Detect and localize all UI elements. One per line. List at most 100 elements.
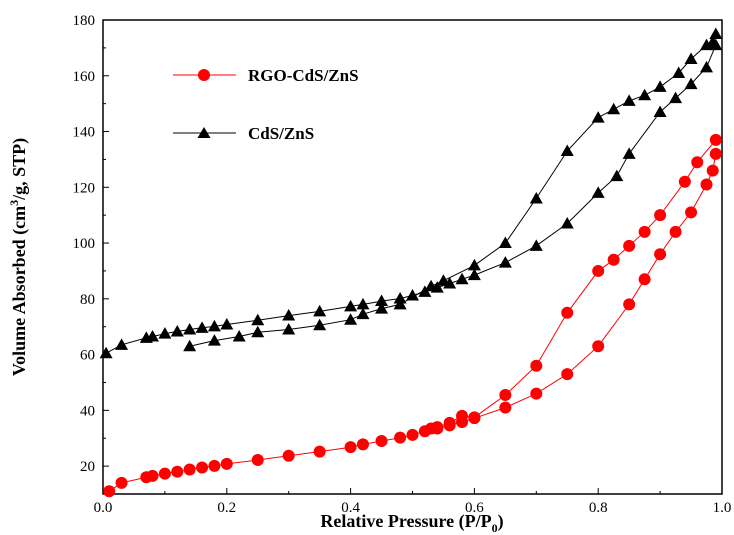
- rgo-cds-zns-adsorption-point: [220, 457, 233, 470]
- cds-zns-desorption-point: [356, 307, 370, 320]
- rgo-cds-zns-adsorption-point: [706, 164, 719, 177]
- cds-zns-adsorption-point: [455, 272, 469, 285]
- rgo-cds-zns-desorption-line: [430, 139, 717, 429]
- series-cds-zns: [99, 27, 723, 359]
- cds-zns-adsorption-point: [207, 319, 221, 332]
- cds-zns-adsorption-point: [183, 322, 197, 335]
- rgo-cds-zns-adsorption-point: [709, 147, 722, 160]
- y-tick-label: 180: [73, 13, 96, 29]
- cds-zns-desorption-point: [591, 111, 605, 123]
- y-tick-label: 140: [73, 125, 96, 141]
- cds-zns-adsorption-point: [406, 288, 419, 301]
- rgo-cds-zns-desorption-point: [499, 389, 512, 402]
- cds-zns-desorption-point: [560, 144, 574, 157]
- cds-zns-desorption-point: [436, 274, 450, 286]
- rgo-cds-zns-desorption-point: [468, 411, 481, 424]
- cds-zns-desorption-point: [622, 94, 636, 106]
- rgo-cds-zns-desorption-point: [530, 359, 543, 372]
- cds-zns-adsorption-point: [313, 304, 327, 317]
- rgo-cds-zns-desorption-point: [456, 409, 469, 422]
- x-tick-label: 0.0: [94, 500, 113, 516]
- cds-zns-adsorption-point: [195, 321, 209, 333]
- y-tick-label: 60: [80, 348, 95, 364]
- y-tick-label: 100: [73, 236, 96, 252]
- rgo-cds-zns-adsorption-point: [356, 438, 369, 451]
- cds-zns-desorption-point: [424, 279, 438, 292]
- y-tick-label: 120: [73, 180, 96, 196]
- cds-zns-adsorption-point: [158, 327, 172, 339]
- cds-zns-desorption-point: [251, 325, 265, 338]
- rgo-cds-zns-adsorption-point: [183, 463, 196, 476]
- cds-zns-adsorption-point: [610, 169, 624, 182]
- legend-marker-circle: [198, 69, 210, 81]
- rgo-cds-zns-adsorption-point: [592, 340, 605, 353]
- rgo-cds-zns-adsorption-point: [530, 387, 543, 400]
- cds-zns-desorption-point: [207, 334, 221, 346]
- y-tick-label: 80: [80, 292, 95, 308]
- rgo-cds-zns-adsorption-point: [406, 428, 419, 441]
- plot-area: 0.0 0.2 0.4 0.6 0.8 1.0 20 40 60 80 100 120 140 160 1…: [73, 13, 732, 516]
- rgo-cds-zns-adsorption-point: [638, 273, 651, 286]
- series-rgo-cds-zns: [103, 133, 722, 498]
- x-axis-title: Relative Pressure (P/P0): [320, 511, 503, 535]
- y-tick-label: 40: [80, 403, 95, 419]
- legend-marker-triangle: [197, 127, 211, 138]
- cds-zns-adsorption-point: [467, 268, 481, 281]
- cds-zns-adsorption-point: [622, 147, 636, 159]
- rgo-cds-zns-desorption-point: [654, 209, 667, 222]
- cds-zns-desorption-point: [607, 102, 621, 115]
- rgo-cds-zns-adsorption-point: [282, 449, 295, 462]
- cds-zns-adsorption-point: [375, 294, 389, 307]
- cds-zns-desorption-point: [653, 80, 667, 92]
- cds-zns-desorption-point: [467, 258, 481, 271]
- rgo-cds-zns-adsorption-point: [394, 431, 407, 444]
- cds-zns-adsorption-point: [560, 217, 574, 229]
- rgo-cds-zns-adsorption-point: [196, 461, 209, 474]
- cds-zns-adsorption-point: [251, 313, 265, 326]
- cds-zns-desorption-point: [375, 302, 389, 314]
- rgo-cds-zns-desorption-point: [592, 264, 605, 277]
- rgo-cds-zns-adsorption-point: [344, 441, 357, 454]
- x-tick-label: 1.0: [713, 500, 732, 516]
- cds-zns-adsorption-point: [653, 105, 667, 118]
- legend-item-cds-zns: CdS/ZnS: [173, 124, 314, 143]
- rgo-cds-zns-desorption-point: [561, 306, 574, 319]
- rgo-cds-zns-adsorption-point: [499, 401, 512, 414]
- cds-zns-desorption-point: [638, 88, 652, 101]
- rgo-cds-zns-desorption-point: [607, 253, 620, 266]
- rgo-cds-zns-adsorption-point: [623, 298, 636, 311]
- rgo-cds-zns-adsorption-point: [561, 368, 574, 381]
- rgo-cds-zns-desorption-point: [691, 156, 704, 169]
- y-tick-label: 20: [80, 459, 95, 475]
- cds-zns-adsorption-point: [393, 292, 407, 304]
- rgo-cds-zns-adsorption-point: [700, 178, 713, 191]
- rgo-cds-zns-desorption-point: [623, 239, 636, 252]
- cds-zns-adsorption-point: [591, 186, 605, 198]
- y-axis-title: Volume Absorbed (cm3/g, STP): [7, 138, 30, 376]
- rgo-cds-zns-desorption-point: [709, 133, 722, 146]
- cds-zns-adsorption-point: [684, 77, 698, 90]
- rgo-cds-zns-adsorption-point: [115, 476, 128, 489]
- rgo-cds-zns-adsorption-point: [654, 248, 667, 261]
- cds-zns-adsorption-point: [146, 329, 160, 342]
- cds-zns-desorption-point: [282, 322, 296, 335]
- series-layer: [99, 27, 723, 498]
- x-tick-label: 0.4: [341, 500, 360, 516]
- cds-zns-desorption-point: [700, 38, 714, 51]
- cds-zns-desorption-point: [313, 318, 327, 331]
- cds-zns-desorption-point: [684, 52, 698, 65]
- y-axis: 20 40 60 80 100 120 140 160 180: [73, 13, 109, 475]
- rgo-cds-zns-adsorption-point: [251, 453, 264, 466]
- y-tick-label: 160: [73, 69, 96, 85]
- cds-zns-adsorption-point: [356, 297, 370, 310]
- rgo-cds-zns-adsorption-point: [171, 465, 184, 478]
- cds-zns-adsorption-point: [220, 317, 234, 330]
- rgo-cds-zns-adsorption-point: [669, 225, 682, 238]
- cds-zns-desorption-point: [529, 191, 543, 204]
- cds-zns-desorption-point: [498, 236, 512, 249]
- x-tick-label: 0.6: [465, 500, 484, 516]
- cds-zns-adsorption-line: [105, 44, 717, 354]
- cds-zns-adsorption-point: [498, 256, 512, 268]
- rgo-cds-zns-adsorption-point: [313, 445, 326, 458]
